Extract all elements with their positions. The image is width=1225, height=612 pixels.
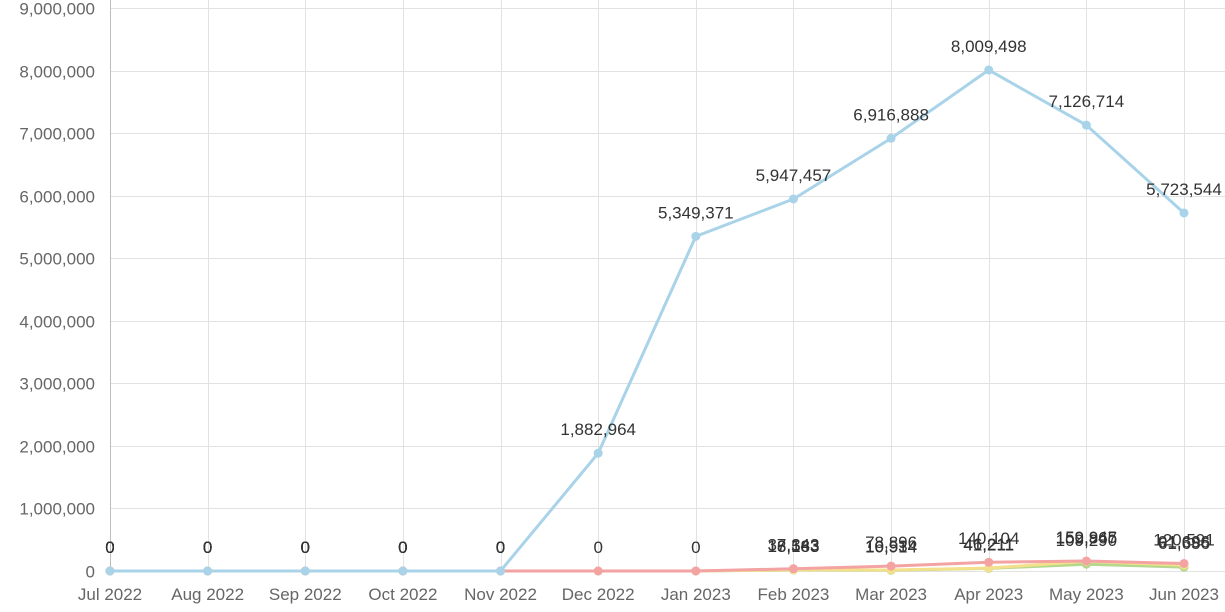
- data-label: 16,583: [767, 537, 819, 556]
- x-tick-label: Nov 2022: [464, 585, 537, 604]
- data-label: 0: [593, 538, 602, 557]
- data-label: 152,867: [1056, 528, 1117, 547]
- data-point[interactable]: [300, 566, 310, 576]
- data-label: 0: [398, 538, 407, 557]
- data-point[interactable]: [1081, 556, 1091, 566]
- data-label: 5,349,371: [658, 203, 734, 222]
- data-label: 0: [496, 538, 505, 557]
- x-tick-label: May 2023: [1049, 585, 1124, 604]
- data-label: 120,591: [1153, 530, 1214, 549]
- data-label: 1,882,964: [560, 420, 636, 439]
- data-point[interactable]: [593, 448, 603, 458]
- data-point[interactable]: [105, 566, 115, 576]
- data-point[interactable]: [788, 564, 798, 574]
- data-label: 0: [496, 538, 505, 557]
- data-label: 0: [203, 538, 212, 557]
- data-label: 0: [691, 538, 700, 557]
- x-tick-label: Jul 2022: [78, 585, 142, 604]
- data-point[interactable]: [886, 561, 896, 571]
- data-label: 5,723,544: [1146, 180, 1222, 199]
- data-label: 0: [203, 538, 212, 557]
- data-label: 8,009,498: [951, 37, 1027, 56]
- data-label: 0: [203, 538, 212, 557]
- x-tick-label: Jan 2023: [661, 585, 731, 604]
- data-label: 41,211: [963, 535, 1014, 554]
- data-label: 7,126,714: [1049, 92, 1125, 111]
- y-tick-label: 6,000,000: [19, 188, 95, 207]
- data-label: 18,163: [767, 537, 819, 556]
- data-point[interactable]: [1081, 120, 1091, 130]
- x-tick-label: Oct 2022: [368, 585, 437, 604]
- data-point[interactable]: [496, 566, 506, 576]
- data-label: 0: [301, 538, 310, 557]
- data-label: 0: [398, 538, 407, 557]
- data-label: 16,534: [865, 537, 917, 556]
- data-label: 0: [398, 538, 407, 557]
- y-axis: 0 1,000,000 2,000,000 3,000,000 4,000,000 5,0…: [19, 0, 95, 582]
- y-tick-label: 8,000,000: [19, 63, 95, 82]
- x-tick-label: Jun 2023: [1149, 585, 1219, 604]
- data-label: 109,290: [1056, 531, 1117, 550]
- data-point[interactable]: [203, 566, 213, 576]
- chart-grid: [110, 0, 1225, 572]
- y-tick-label: 0: [86, 563, 95, 582]
- data-label: 159,945: [1056, 528, 1117, 547]
- y-tick-label: 3,000,000: [19, 375, 95, 394]
- x-tick-label: Dec 2022: [562, 585, 635, 604]
- data-label: 91,696: [1158, 532, 1210, 551]
- data-label: 0: [105, 538, 114, 557]
- data-point[interactable]: [398, 566, 408, 576]
- x-tick-label: Apr 2023: [954, 585, 1023, 604]
- series-line-1: [108, 68, 1186, 573]
- data-label: 10,914: [865, 537, 917, 556]
- data-point[interactable]: [886, 133, 896, 143]
- data-label: 0: [301, 538, 310, 557]
- x-tick-label: Mar 2023: [855, 585, 927, 604]
- data-point[interactable]: [984, 557, 994, 567]
- chart-data-labels: 0 0 0 0 0 1,882,964 5,349,371 5,947,457 6,916,88…: [105, 37, 1222, 557]
- data-label: 78,896: [865, 533, 917, 552]
- y-tick-label: 7,000,000: [19, 125, 95, 144]
- data-label: 0: [105, 538, 114, 557]
- data-label: 140,104: [958, 529, 1019, 548]
- data-point[interactable]: [593, 566, 603, 576]
- y-tick-label: 9,000,000: [19, 0, 95, 19]
- data-point[interactable]: [1179, 208, 1189, 218]
- data-label: 0: [105, 538, 114, 557]
- data-label: 6,916,888: [853, 105, 929, 124]
- y-tick-label: 2,000,000: [19, 438, 95, 457]
- data-point[interactable]: [1179, 558, 1189, 568]
- data-label: 0: [301, 538, 310, 557]
- data-label: 0: [496, 538, 505, 557]
- data-point[interactable]: [691, 231, 701, 241]
- data-label: 0: [203, 538, 212, 557]
- data-label: 0: [105, 538, 114, 557]
- x-tick-label: Sep 2022: [269, 585, 342, 604]
- y-tick-label: 1,000,000: [19, 500, 95, 519]
- x-axis: Jul 2022 Aug 2022 Sep 2022 Oct 2022 Nov 2022…: [78, 585, 1219, 604]
- data-label: 5,947,457: [756, 166, 832, 185]
- data-label: 0: [301, 538, 310, 557]
- x-tick-label: Feb 2023: [758, 585, 830, 604]
- data-point[interactable]: [984, 65, 994, 75]
- data-point[interactable]: [691, 566, 701, 576]
- data-point[interactable]: [788, 194, 798, 204]
- data-label: 0: [398, 538, 407, 557]
- y-tick-label: 5,000,000: [19, 250, 95, 269]
- data-label: 46,211: [963, 535, 1014, 554]
- data-label: 61,656: [1158, 534, 1210, 553]
- y-tick-label: 4,000,000: [19, 313, 95, 332]
- chart-series: [105, 65, 1189, 576]
- data-label: 0: [496, 538, 505, 557]
- x-tick-label: Aug 2022: [171, 585, 244, 604]
- data-label: 37,343: [767, 536, 819, 555]
